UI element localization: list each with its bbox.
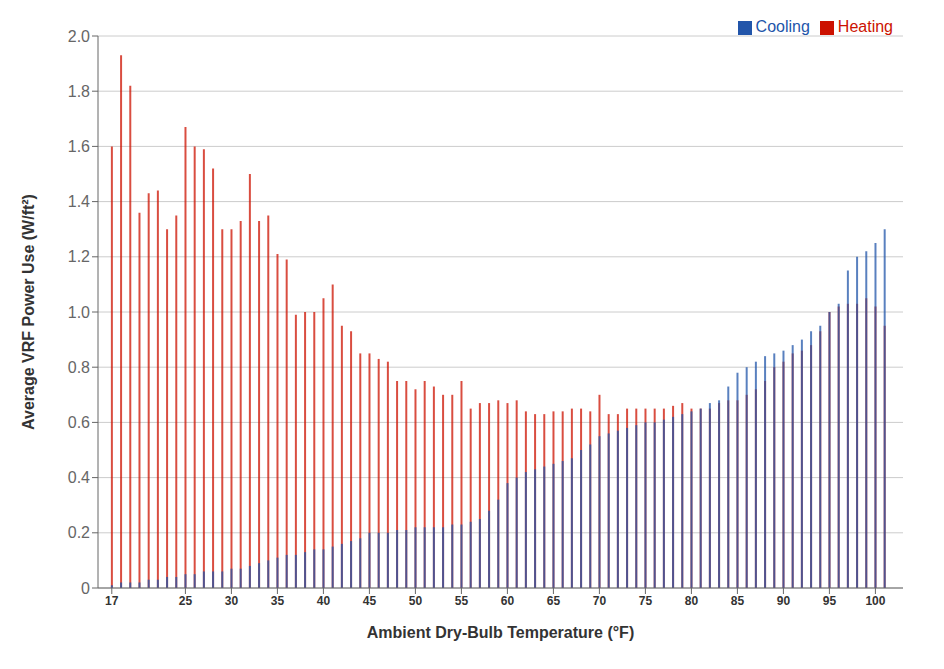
svg-text:0.2: 0.2 [68,524,90,541]
svg-text:40: 40 [317,594,331,608]
html-text:Cooling: Cooling [755,18,810,35]
svg-text:50: 50 [409,594,423,608]
html-text:Heating: Heating [837,18,893,35]
svg-text:17: 17 [105,594,119,608]
svg-text:70: 70 [593,594,607,608]
svg-text:0.6: 0.6 [68,414,90,431]
svg-text:45: 45 [363,594,377,608]
svg-text:25: 25 [179,594,193,608]
svg-text:90: 90 [777,594,791,608]
svg-text:65: 65 [547,594,561,608]
svg-text:75: 75 [639,594,653,608]
svg-text:55: 55 [455,594,469,608]
svg-text:60: 60 [501,594,515,608]
svg-text:1.0: 1.0 [68,304,90,321]
svg-text:85: 85 [731,594,745,608]
svg-text:1.2: 1.2 [68,248,90,265]
svg-text:Average VRF Power Use (W/ft²): Average VRF Power Use (W/ft²) [20,194,37,430]
svg-text:0.8: 0.8 [68,359,90,376]
svg-text:1.8: 1.8 [68,83,90,100]
svg-text:30: 30 [225,594,239,608]
svg-text:95: 95 [823,594,837,608]
svg-text:1.4: 1.4 [68,193,90,210]
svg-text:2.0: 2.0 [68,28,90,45]
svg-text:100: 100 [865,594,885,608]
svg-text:1.6: 1.6 [68,138,90,155]
svg-text:35: 35 [271,594,285,608]
svg-text:0.4: 0.4 [68,469,90,486]
svg-text:80: 80 [685,594,699,608]
svg-text:0: 0 [81,580,90,597]
svg-text:Ambient Dry-Bulb Temperature (: Ambient Dry-Bulb Temperature (°F) [367,624,634,641]
